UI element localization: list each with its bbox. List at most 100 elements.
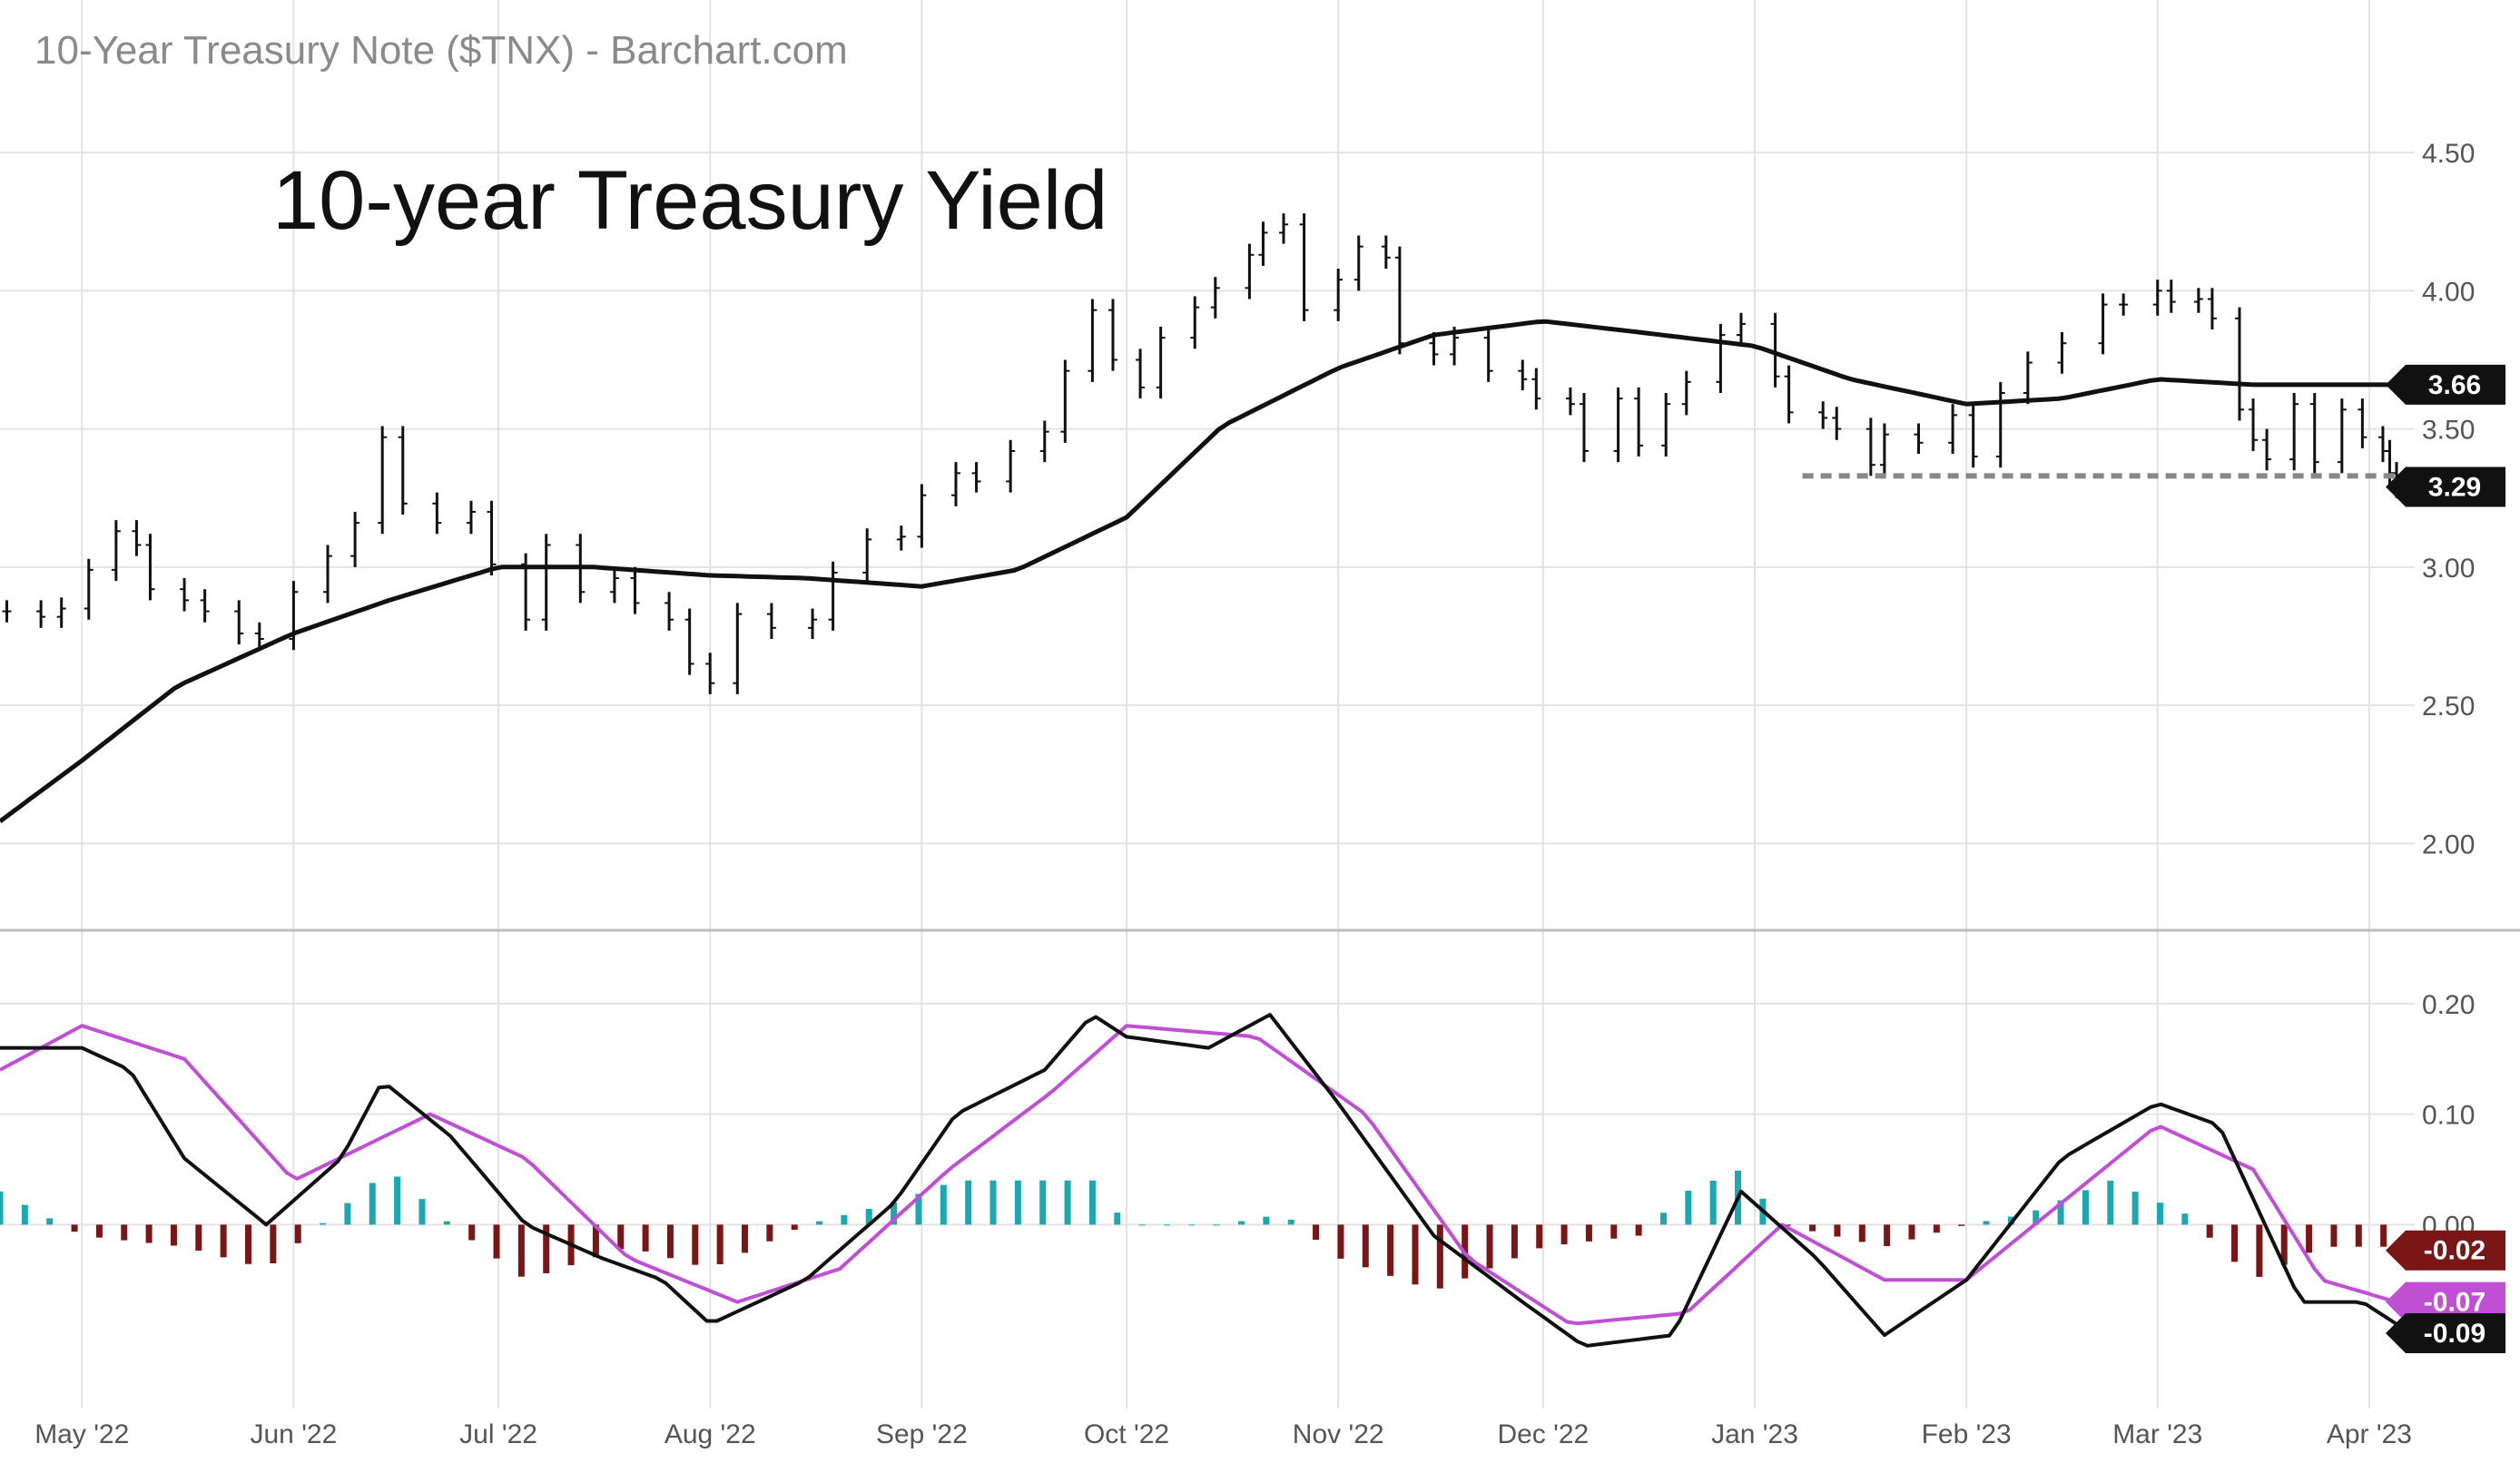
histogram-bar xyxy=(468,1224,476,1241)
histogram-bar xyxy=(816,1221,823,1225)
histogram-bar xyxy=(294,1224,301,1243)
histogram-bar xyxy=(543,1224,550,1273)
moving-average-line xyxy=(0,319,2397,824)
histogram-bar xyxy=(965,1180,972,1225)
histogram-bar xyxy=(2057,1200,2064,1225)
macd-signal-line xyxy=(0,1024,2397,1326)
histogram-bar xyxy=(394,1176,401,1225)
histogram-bar xyxy=(121,1224,128,1241)
price-y-tick-label: 3.00 xyxy=(2422,554,2475,584)
price-y-tick-label: 2.00 xyxy=(2422,830,2475,859)
chart-annotation: 10-year Treasury Yield xyxy=(272,154,1107,247)
histogram-bar xyxy=(865,1209,872,1225)
histogram-bar xyxy=(1238,1221,1245,1225)
x-tick-label: Dec '22 xyxy=(1497,1419,1589,1449)
svg-text:-0.09: -0.09 xyxy=(2424,1319,2486,1349)
grid-lines xyxy=(0,0,2415,1409)
histogram-bar xyxy=(1412,1224,1419,1285)
histogram-bar xyxy=(2380,1224,2387,1247)
value-badges: 3.66 3.29 -0.02 -0.07-0.09 xyxy=(2386,364,2505,1353)
signal-value-badge: -0.07 xyxy=(2386,1281,2505,1322)
histogram-bar xyxy=(1213,1224,1220,1226)
histogram-bar xyxy=(2082,1190,2089,1225)
histogram-bar xyxy=(1858,1224,1865,1242)
histogram-bar xyxy=(170,1224,177,1246)
histogram-bar xyxy=(766,1224,773,1242)
histogram-bar xyxy=(2156,1203,2163,1225)
histogram-bar xyxy=(270,1224,277,1263)
axis-ticks: May '22 Jun '22 Jul '22 Aug '22 Sep '22 Oct '… xyxy=(34,139,2475,1449)
histogram-bar xyxy=(1908,1224,1915,1240)
histogram-bar xyxy=(21,1204,28,1225)
histogram-bar xyxy=(1486,1224,1493,1269)
svg-text:-0.07: -0.07 xyxy=(2424,1288,2486,1318)
x-tick-label: Oct '22 xyxy=(1084,1419,1169,1449)
histogram-bar xyxy=(2231,1224,2239,1262)
macd-histogram xyxy=(0,1170,2387,1289)
histogram-bar xyxy=(344,1203,351,1225)
histogram-bar xyxy=(1585,1224,1592,1242)
histogram-bar xyxy=(320,1222,327,1225)
histogram-bar xyxy=(1784,1224,1791,1226)
svg-text:3.66: 3.66 xyxy=(2428,370,2481,400)
histogram-bar xyxy=(891,1203,898,1225)
histogram-bar xyxy=(791,1224,798,1231)
histogram-bar xyxy=(940,1184,947,1225)
histogram-bar xyxy=(1809,1224,1816,1232)
histogram-bar xyxy=(2181,1213,2189,1225)
svg-text:3.29: 3.29 xyxy=(2428,473,2481,503)
x-tick-label: May '22 xyxy=(34,1419,129,1449)
x-tick-label: Aug '22 xyxy=(664,1419,756,1449)
histogram-bar xyxy=(2280,1224,2288,1265)
histogram-bar xyxy=(2107,1180,2114,1225)
histogram-bar xyxy=(493,1224,500,1259)
price-y-tick-label: 3.50 xyxy=(2422,416,2475,446)
histogram-bar xyxy=(1114,1213,1121,1225)
histogram-bar xyxy=(145,1224,153,1243)
histogram-bar xyxy=(46,1218,54,1225)
svg-text:-0.02: -0.02 xyxy=(2424,1236,2486,1266)
histogram-bar xyxy=(1610,1224,1618,1239)
histogram-bar xyxy=(1659,1213,1667,1225)
x-tick-label: Sep '22 xyxy=(876,1419,968,1449)
histogram-bar xyxy=(1064,1180,1071,1225)
histogram-bar xyxy=(2306,1224,2313,1253)
price-bars xyxy=(2,213,2401,694)
histogram-bar xyxy=(617,1224,625,1250)
x-tick-label: Jan '23 xyxy=(1711,1419,1798,1449)
histogram-bar xyxy=(245,1224,252,1264)
histogram-bar xyxy=(1958,1224,1965,1226)
x-tick-label: Mar '23 xyxy=(2112,1419,2202,1449)
histogram-bar xyxy=(1263,1216,1270,1225)
histogram-bar xyxy=(716,1224,724,1265)
histogram-bar xyxy=(443,1221,450,1225)
histogram-bar xyxy=(989,1180,997,1225)
histogram-bar xyxy=(1188,1224,1196,1226)
price-y-tick-label: 4.00 xyxy=(2422,277,2475,307)
ma-value-badge: 3.66 xyxy=(2386,364,2505,405)
histogram-bar xyxy=(1834,1224,1841,1237)
price-y-tick-label: 2.50 xyxy=(2422,692,2475,722)
histogram-bar xyxy=(1536,1224,1543,1249)
histogram-bar xyxy=(1685,1191,1692,1225)
histogram-bar xyxy=(2256,1224,2263,1277)
histogram-bar xyxy=(517,1224,525,1277)
macd-value-badge: -0.09 xyxy=(2386,1312,2505,1353)
histogram-bar xyxy=(592,1224,599,1258)
histogram-bar xyxy=(2355,1224,2362,1247)
histogram-bar xyxy=(1039,1180,1047,1225)
histogram-bar xyxy=(1884,1224,1891,1246)
histogram-bar xyxy=(369,1183,376,1225)
histogram-bar xyxy=(220,1224,227,1258)
x-tick-label: Feb '23 xyxy=(1922,1419,2012,1449)
histogram-bar xyxy=(1287,1219,1294,1225)
histogram-bar xyxy=(2330,1224,2338,1247)
histogram-bar xyxy=(692,1224,699,1265)
histogram-bar xyxy=(742,1224,749,1253)
x-tick-label: Apr '23 xyxy=(2327,1419,2412,1449)
histogram-bar xyxy=(71,1224,78,1232)
histogram-bar xyxy=(0,1191,4,1225)
x-tick-label: Nov '22 xyxy=(1293,1419,1384,1449)
